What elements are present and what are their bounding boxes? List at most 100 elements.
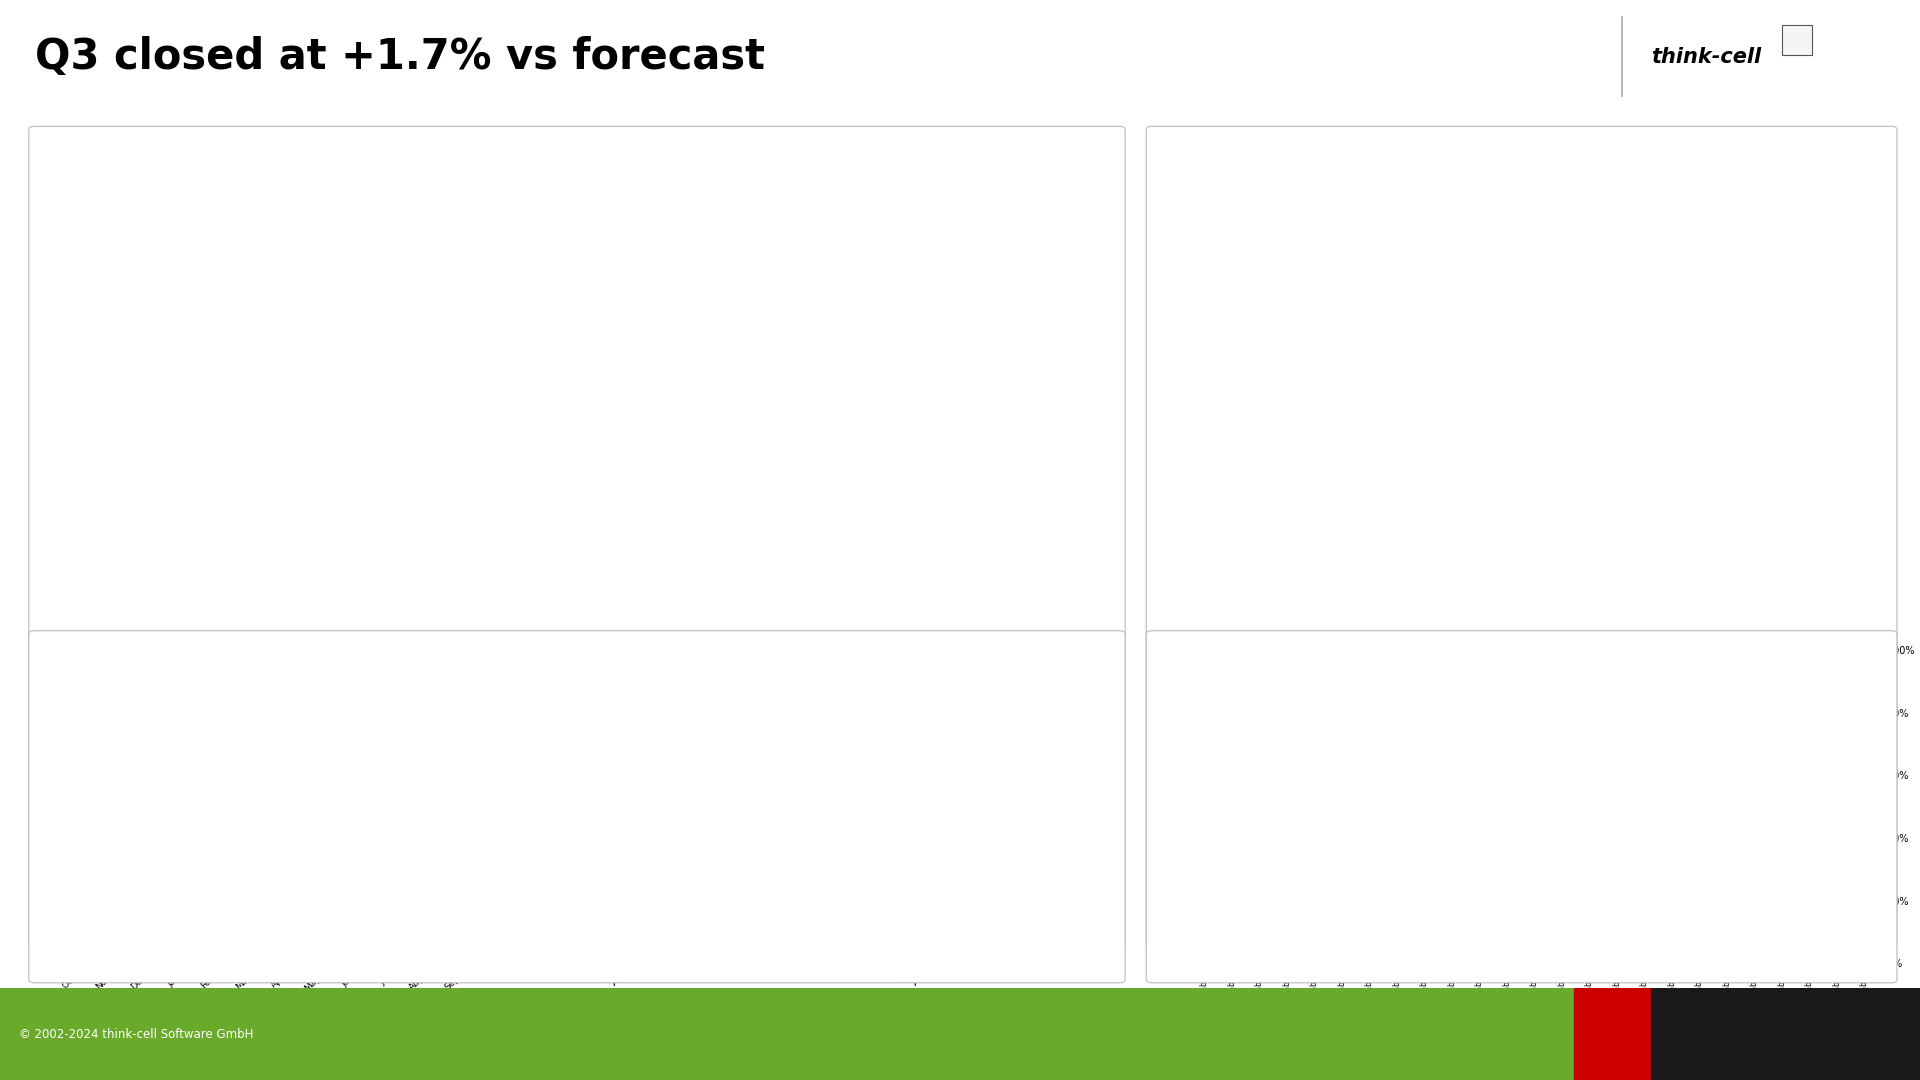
Bar bbox=[1331, 875, 1354, 963]
Point bbox=[895, 861, 925, 878]
Ellipse shape bbox=[484, 284, 545, 311]
Text: 0%: 0% bbox=[624, 811, 641, 821]
Bar bbox=[1574, 988, 1651, 1080]
Text: B: B bbox=[507, 729, 516, 742]
Bar bbox=[576, 240, 591, 272]
Point bbox=[1279, 619, 1309, 636]
Text: 108: 108 bbox=[605, 837, 626, 847]
Text: vs PY: vs PY bbox=[749, 615, 791, 629]
Text: 442: 442 bbox=[486, 675, 509, 685]
Point bbox=[1334, 444, 1365, 461]
Bar bbox=[1741, 955, 1766, 963]
Text: 1,751: 1,751 bbox=[975, 353, 1006, 363]
Point bbox=[1298, 553, 1329, 570]
Text: 1,703: 1,703 bbox=[964, 404, 996, 414]
Bar bbox=[434, 328, 482, 891]
Bar bbox=[1413, 915, 1436, 963]
Text: Label 85: Label 85 bbox=[927, 927, 973, 937]
Ellipse shape bbox=[676, 674, 697, 719]
Bar bbox=[0, 988, 1574, 1080]
Bar bbox=[1275, 823, 1298, 963]
Text: 1,553: 1,553 bbox=[929, 517, 962, 527]
Point bbox=[895, 735, 925, 753]
Point bbox=[895, 798, 925, 815]
Text: per unit: per unit bbox=[175, 627, 223, 637]
Point bbox=[1745, 542, 1776, 559]
Point bbox=[1596, 410, 1626, 428]
Bar bbox=[1496, 931, 1519, 963]
Text: Unit growth: Unit growth bbox=[1190, 253, 1269, 266]
Text: 3,586: 3,586 bbox=[182, 329, 213, 340]
Text: Q3 YTD: Q3 YTD bbox=[593, 252, 632, 261]
Ellipse shape bbox=[993, 361, 1014, 406]
Text: 191: 191 bbox=[486, 833, 507, 842]
Text: A: A bbox=[507, 872, 516, 885]
Text: 331: 331 bbox=[655, 717, 676, 727]
Text: Subcategories: Subcategories bbox=[1190, 149, 1313, 164]
Bar bbox=[576, 769, 601, 813]
Bar bbox=[1578, 943, 1601, 963]
Text: 3,646: 3,646 bbox=[269, 321, 300, 330]
Point bbox=[1342, 597, 1373, 615]
Bar bbox=[1549, 940, 1572, 963]
Point bbox=[1446, 389, 1476, 406]
Bar bbox=[1605, 945, 1628, 963]
Ellipse shape bbox=[622, 794, 643, 839]
Text: Label: Label bbox=[1546, 382, 1574, 391]
Bar bbox=[576, 649, 653, 693]
Text: 342: 342 bbox=[657, 666, 678, 676]
Point bbox=[1242, 576, 1273, 593]
Point bbox=[1707, 476, 1738, 494]
Bar bbox=[1467, 928, 1490, 963]
Text: Total margin by subcategory: Total margin by subcategory bbox=[1190, 627, 1350, 637]
Bar bbox=[1661, 949, 1684, 963]
Point bbox=[895, 842, 925, 860]
Text: Label: Label bbox=[1747, 546, 1774, 555]
Bar bbox=[576, 500, 925, 544]
Bar bbox=[1688, 951, 1711, 963]
Text: 1,547: 1,547 bbox=[929, 568, 960, 578]
Text: Label: Label bbox=[1448, 392, 1476, 403]
Text: Revenue: Revenue bbox=[67, 168, 142, 184]
Legend: A, B, C, D: A, B, C, D bbox=[1845, 194, 1876, 251]
Bar bbox=[1715, 954, 1738, 963]
Point bbox=[1321, 706, 1352, 724]
Text: Average price: Average price bbox=[67, 627, 154, 637]
Point bbox=[1544, 378, 1574, 395]
Text: Label: Label bbox=[1786, 623, 1811, 632]
Bar bbox=[576, 285, 591, 318]
Bar bbox=[348, 319, 396, 891]
Ellipse shape bbox=[209, 254, 275, 284]
FancyBboxPatch shape bbox=[1782, 25, 1812, 55]
Text: +3%: +3% bbox=[991, 378, 1016, 388]
Bar bbox=[576, 700, 651, 744]
Text: +1.7%: +1.7% bbox=[495, 293, 534, 302]
Bar bbox=[1632, 947, 1655, 963]
Text: 3,520: 3,520 bbox=[96, 340, 125, 350]
Text: 0%: 0% bbox=[950, 542, 968, 553]
Text: 3,689: 3,689 bbox=[444, 314, 474, 324]
Bar bbox=[1770, 957, 1793, 963]
Text: Assortment: Assortment bbox=[1190, 610, 1290, 625]
Text: C: C bbox=[507, 837, 516, 850]
Bar bbox=[576, 387, 960, 431]
Point bbox=[1782, 619, 1812, 636]
Text: Label 96: Label 96 bbox=[927, 859, 973, 868]
Bar bbox=[1440, 922, 1463, 963]
Bar bbox=[1853, 961, 1876, 963]
Text: +2.2%: +2.2% bbox=[223, 265, 259, 274]
Bar bbox=[576, 336, 972, 380]
Bar bbox=[261, 335, 309, 891]
Text: Q3 closed at +1.7% vs forecast: Q3 closed at +1.7% vs forecast bbox=[35, 36, 764, 78]
Text: //: // bbox=[1782, 915, 1791, 930]
Bar bbox=[1192, 665, 1215, 963]
Text: Label: Label bbox=[1709, 481, 1736, 489]
Point bbox=[1663, 597, 1693, 615]
Text: D: D bbox=[507, 680, 516, 693]
Text: YTD vs Forecast by category: YTD vs Forecast by category bbox=[576, 148, 755, 161]
Text: Label 98: Label 98 bbox=[927, 846, 973, 855]
Bar bbox=[173, 343, 221, 891]
Text: FC: FC bbox=[593, 296, 607, 306]
Text: Label 115: Label 115 bbox=[927, 739, 979, 750]
Bar bbox=[1248, 771, 1271, 963]
